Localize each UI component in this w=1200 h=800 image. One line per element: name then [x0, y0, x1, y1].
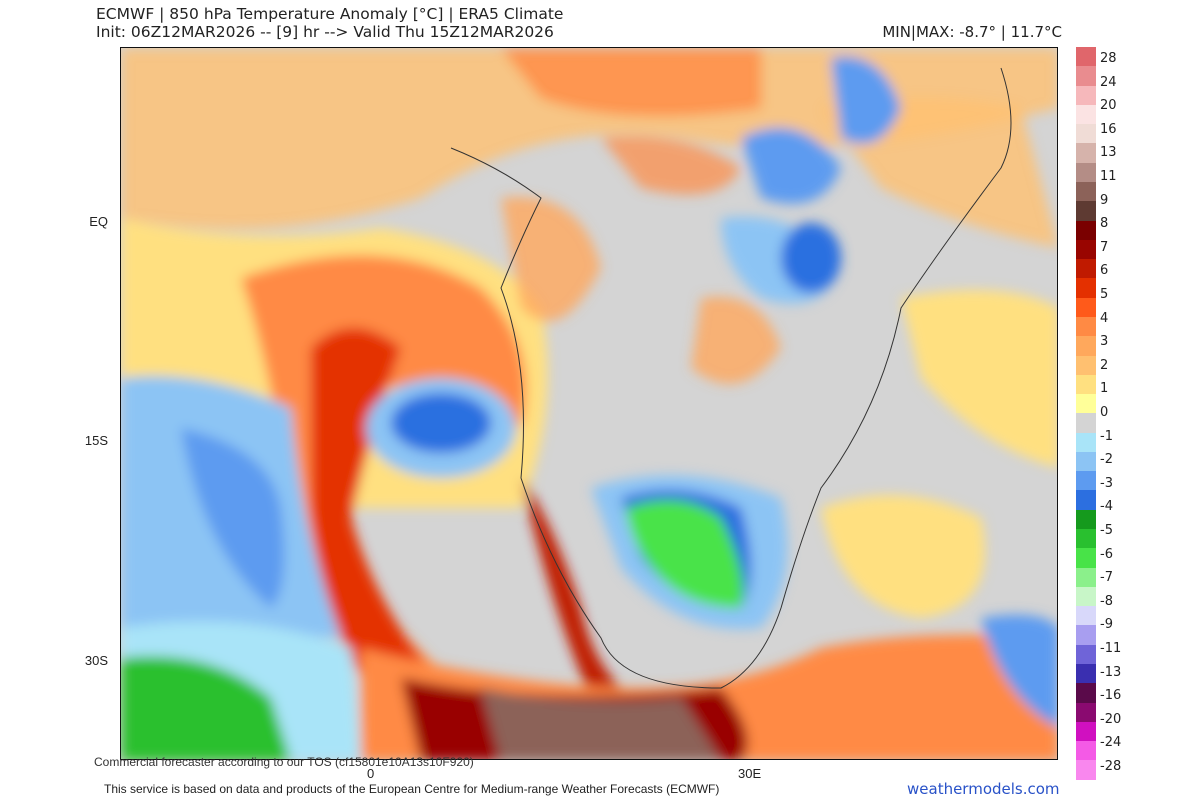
colorbar-swatch — [1076, 451, 1096, 472]
colorbar-swatch — [1076, 741, 1096, 761]
colorbar-swatch — [1076, 239, 1096, 260]
colorbar-swatch — [1076, 104, 1096, 125]
colorbar-label: -6 — [1100, 546, 1113, 562]
colorbar-label: -13 — [1100, 664, 1122, 680]
colorbar-swatch — [1076, 162, 1096, 182]
colorbar-label: 6 — [1100, 263, 1109, 279]
lat-label-eq: EQ — [89, 214, 108, 229]
colorbar-label: 9 — [1100, 192, 1109, 208]
colorbar-swatch — [1076, 394, 1096, 414]
colorbar-swatch — [1076, 683, 1096, 703]
colorbar-swatch — [1076, 316, 1096, 337]
colorbar-label: 3 — [1100, 334, 1109, 350]
colorbar-swatch — [1076, 625, 1096, 645]
colorbar-label: 5 — [1100, 287, 1109, 302]
colorbar-swatch — [1076, 509, 1096, 530]
colorbar-swatch — [1076, 644, 1096, 664]
colorbar-swatch — [1076, 702, 1096, 722]
colorbar-swatch — [1076, 664, 1096, 684]
anomaly-map — [120, 47, 1058, 760]
chart-title: ECMWF | 850 hPa Temperature Anomaly [°C]… — [96, 5, 563, 41]
colorbar-label: -7 — [1100, 570, 1113, 586]
colorbar-swatch — [1076, 124, 1096, 144]
colorbar-swatch — [1076, 413, 1096, 433]
attribution: This service is based on data and produc… — [104, 782, 720, 796]
colorbar-label: 8 — [1100, 216, 1109, 232]
brand-link[interactable]: weathermodels.com — [907, 780, 1060, 798]
title-line: ECMWF | 850 hPa Temperature Anomaly [°C]… — [96, 5, 564, 23]
colorbar-swatch — [1076, 374, 1096, 395]
colorbar-label: -28 — [1100, 759, 1122, 774]
colorbar-label: 7 — [1100, 239, 1109, 255]
colorbar-swatch — [1076, 355, 1096, 375]
colorbar-label: 4 — [1100, 310, 1109, 326]
colorbar-swatch — [1076, 85, 1096, 105]
colorbar-swatch — [1076, 471, 1096, 491]
colorbar-swatch — [1076, 336, 1096, 356]
commercial-notice: Commercial forecaster according to our T… — [94, 755, 474, 769]
colorbar-swatch — [1076, 297, 1096, 317]
lon-label-0: 0 — [367, 766, 375, 781]
colorbar-label: -24 — [1100, 735, 1122, 751]
lat-label-30s: 30S — [84, 653, 108, 668]
colorbar-label: -11 — [1100, 641, 1122, 656]
colorbar-label: -16 — [1100, 688, 1122, 704]
colorbar-label: -20 — [1100, 711, 1122, 727]
colorbar-swatch — [1076, 47, 1096, 67]
colorbar-label: 1 — [1100, 381, 1109, 397]
colorbar-label: -4 — [1100, 499, 1113, 515]
colorbar-label: 16 — [1100, 121, 1117, 137]
min-max-readout: MIN|MAX: -8.7° | 11.7°C — [882, 23, 1062, 41]
colorbar-swatch — [1076, 201, 1096, 221]
colorbar-label: -8 — [1100, 593, 1113, 609]
colorbar-label: -2 — [1100, 452, 1113, 468]
lon-label-30e: 30E — [738, 766, 762, 781]
colorbar-swatch — [1076, 529, 1096, 549]
colorbar-swatch — [1076, 278, 1096, 298]
colorbar — [1076, 47, 1096, 780]
colorbar-label: -9 — [1100, 617, 1113, 633]
map-field — [121, 48, 1057, 759]
colorbar-swatch — [1076, 721, 1096, 742]
colorbar-swatch — [1076, 586, 1096, 607]
colorbar-label: 11 — [1100, 169, 1117, 184]
colorbar-label: 2 — [1100, 357, 1109, 373]
colorbar-swatch — [1076, 259, 1096, 279]
colorbar-swatch — [1076, 490, 1096, 510]
colorbar-swatch — [1076, 760, 1096, 780]
colorbar-swatch — [1076, 567, 1096, 587]
colorbar-swatch — [1076, 66, 1096, 86]
colorbar-swatch — [1076, 548, 1096, 568]
colorbar-label: 24 — [1100, 74, 1117, 90]
colorbar-label: 20 — [1100, 98, 1117, 114]
colorbar-label: -3 — [1100, 475, 1113, 491]
lat-label-15s: 15S — [84, 433, 108, 448]
colorbar-label: 28 — [1100, 51, 1117, 66]
colorbar-swatch — [1076, 606, 1096, 626]
colorbar-swatch — [1076, 181, 1096, 202]
colorbar-label: -5 — [1100, 523, 1113, 538]
colorbar-swatch — [1076, 143, 1096, 163]
colorbar-label: -1 — [1100, 428, 1113, 444]
colorbar-label: 0 — [1100, 405, 1109, 420]
subtitle-line: Init: 06Z12MAR2026 -- [9] hr --> Valid T… — [96, 23, 554, 41]
colorbar-swatch — [1076, 220, 1096, 240]
colorbar-swatch — [1076, 432, 1096, 452]
colorbar-label: 13 — [1100, 145, 1117, 161]
